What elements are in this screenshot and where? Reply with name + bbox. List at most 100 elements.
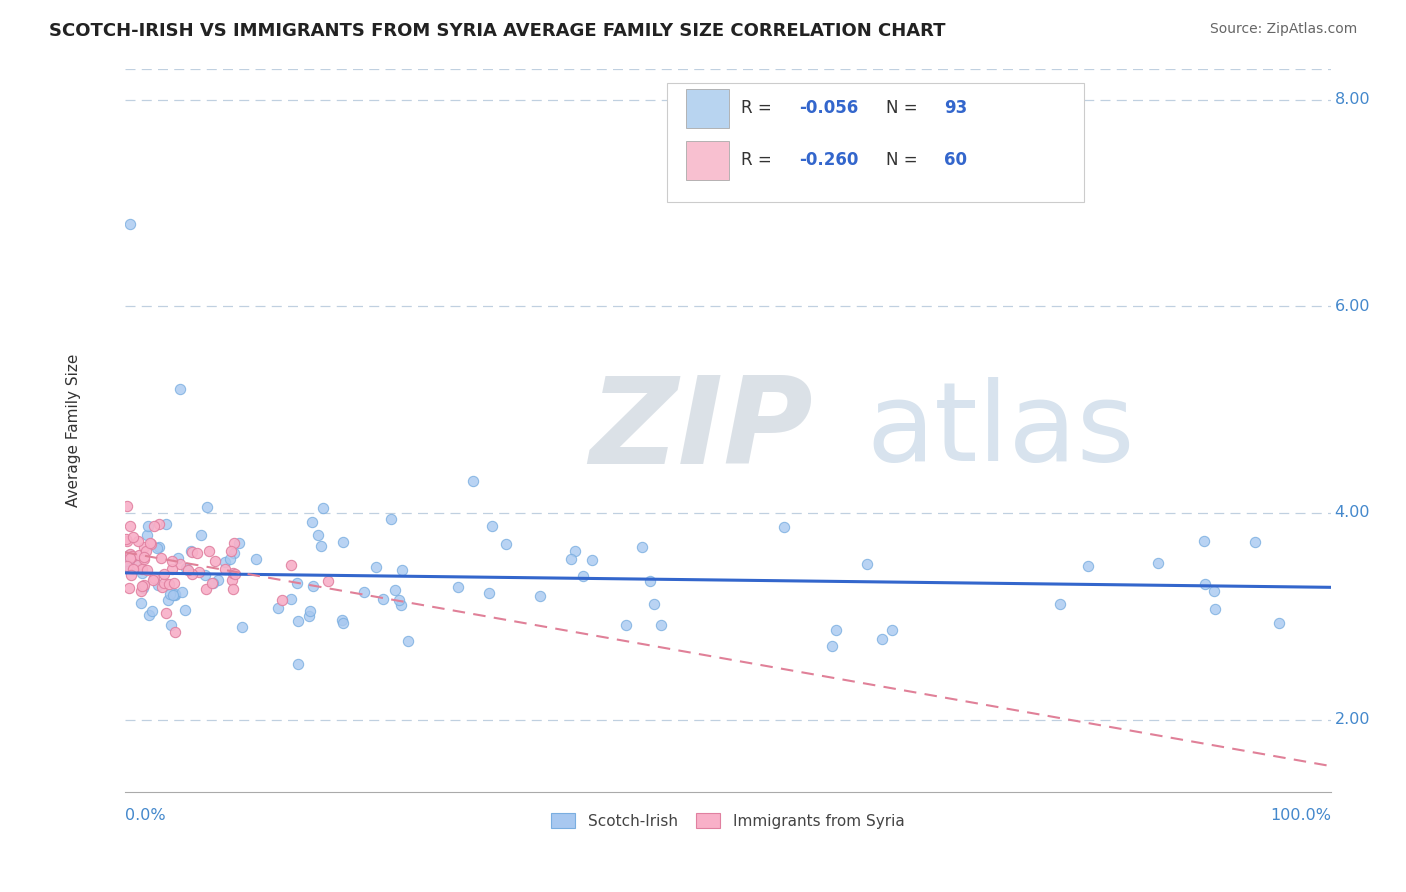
Point: [157, 592, 180, 607]
Point: [132, 552, 155, 566]
Point: [163, 576, 186, 591]
Point: [132, 550, 155, 565]
Point: [162, 562, 184, 576]
Point: [181, 545, 204, 559]
Point: [201, 576, 224, 591]
Point: [118, 519, 141, 533]
Point: [856, 557, 879, 571]
Point: [138, 608, 160, 623]
Point: [870, 632, 893, 646]
Point: [287, 657, 309, 671]
Point: [193, 567, 215, 582]
Text: R =: R =: [741, 152, 778, 169]
Legend: Scotch-Irish, Immigrants from Syria: Scotch-Irish, Immigrants from Syria: [546, 807, 911, 835]
Point: [118, 547, 141, 561]
Point: [495, 537, 517, 551]
Point: [170, 585, 193, 599]
Point: [163, 624, 186, 639]
Point: [162, 588, 184, 602]
Point: [124, 558, 146, 573]
Text: 93: 93: [943, 99, 967, 118]
Point: [135, 563, 157, 577]
Point: [821, 639, 844, 653]
Text: 6.00: 6.00: [1334, 299, 1369, 314]
Point: [1202, 584, 1225, 599]
Point: [222, 566, 245, 580]
Point: [153, 576, 176, 591]
Point: [1192, 534, 1215, 549]
Point: [301, 515, 323, 529]
Point: [614, 617, 637, 632]
Point: [631, 540, 654, 554]
Point: [224, 567, 246, 582]
Point: [153, 567, 176, 582]
Text: 4.00: 4.00: [1334, 506, 1369, 520]
Point: [169, 557, 191, 571]
Point: [222, 536, 245, 550]
Point: [134, 540, 156, 554]
Point: [214, 561, 236, 575]
Point: [157, 576, 180, 591]
Point: [121, 567, 143, 582]
Point: [316, 574, 339, 589]
Point: [135, 544, 157, 558]
Point: [380, 512, 402, 526]
Point: [302, 579, 325, 593]
Point: [141, 604, 163, 618]
Point: [155, 607, 177, 621]
Point: [200, 576, 222, 591]
FancyBboxPatch shape: [686, 141, 728, 180]
Point: [1147, 556, 1170, 570]
Point: [174, 560, 197, 574]
Point: [312, 501, 335, 516]
Point: [389, 598, 412, 612]
Point: [245, 552, 267, 566]
Point: [163, 588, 186, 602]
Point: [571, 568, 593, 582]
Point: [1077, 559, 1099, 574]
Text: N =: N =: [886, 152, 922, 169]
Point: [366, 560, 388, 574]
Point: [162, 554, 184, 568]
Text: -0.056: -0.056: [799, 99, 858, 118]
Point: [131, 566, 153, 580]
Point: [447, 580, 470, 594]
Point: [222, 582, 245, 596]
Point: [560, 552, 582, 566]
Point: [231, 619, 253, 633]
Point: [149, 550, 172, 565]
Point: [115, 499, 138, 513]
Text: SCOTCH-IRISH VS IMMIGRANTS FROM SYRIA AVERAGE FAMILY SIZE CORRELATION CHART: SCOTCH-IRISH VS IMMIGRANTS FROM SYRIA AV…: [49, 22, 946, 40]
Point: [128, 548, 150, 562]
Point: [880, 623, 903, 637]
Point: [180, 543, 202, 558]
Point: [478, 586, 501, 600]
Point: [1204, 602, 1226, 616]
Point: [207, 574, 229, 588]
Point: [146, 541, 169, 555]
Point: [132, 581, 155, 595]
Point: [298, 604, 321, 618]
Point: [330, 613, 353, 627]
Point: [131, 562, 153, 576]
Point: [332, 615, 354, 630]
Point: [159, 587, 181, 601]
Text: 60: 60: [943, 152, 967, 169]
Point: [150, 580, 173, 594]
Point: [280, 558, 302, 572]
Point: [120, 217, 142, 231]
Text: -0.260: -0.260: [799, 152, 858, 169]
Text: 2.00: 2.00: [1334, 712, 1369, 727]
Point: [118, 560, 141, 574]
Point: [650, 618, 672, 632]
Text: atlas: atlas: [866, 376, 1135, 483]
Point: [115, 554, 138, 568]
Point: [638, 574, 661, 588]
Point: [148, 540, 170, 554]
Point: [177, 563, 200, 577]
Point: [270, 592, 292, 607]
Point: [195, 500, 218, 514]
Point: [190, 528, 212, 542]
Point: [267, 601, 290, 615]
Point: [396, 633, 419, 648]
